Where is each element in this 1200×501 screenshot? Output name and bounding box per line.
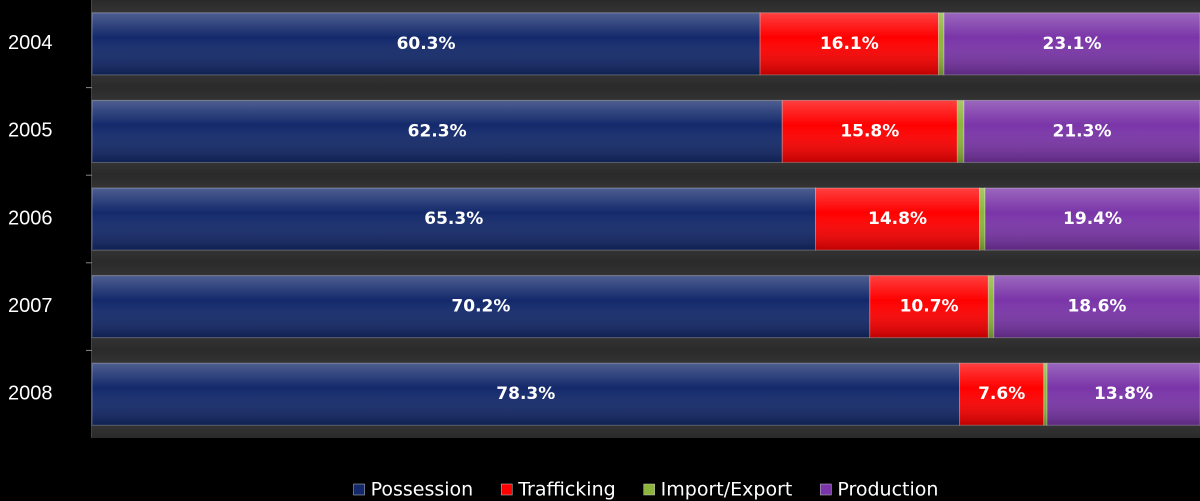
bar-shine — [92, 100, 783, 163]
data-label: 62.3% — [408, 121, 467, 141]
bar-shine — [993, 275, 1200, 338]
data-label: 16.1% — [820, 34, 879, 54]
data-label: 70.2% — [451, 297, 510, 317]
y-tick-label: 2004 — [8, 32, 53, 54]
bar-shine — [815, 188, 980, 250]
bar-shine — [985, 188, 1200, 250]
y-tick-label: 2008 — [8, 382, 53, 404]
data-label: 13.8% — [1094, 384, 1153, 404]
data-label: 78.3% — [496, 384, 555, 404]
bar-shine — [92, 188, 816, 250]
legend-label: Trafficking — [517, 479, 615, 501]
bar-shine — [1043, 363, 1048, 426]
bar-shine — [959, 363, 1044, 426]
legend-marker — [500, 483, 513, 496]
bar-shine — [869, 275, 989, 338]
data-label: 7.6% — [978, 384, 1025, 404]
bar-shine — [92, 363, 960, 426]
legend-label: Possession — [371, 479, 474, 501]
legend-marker — [820, 483, 832, 496]
data-label: 19.4% — [1063, 209, 1122, 229]
data-label: 65.3% — [424, 209, 483, 229]
y-tick-label: 2005 — [8, 120, 53, 142]
y-tick-label: 2006 — [8, 207, 53, 229]
bar-shine — [92, 12, 761, 75]
legend-label: Import/Export — [661, 479, 793, 501]
data-label: 14.8% — [868, 209, 927, 229]
bar-shine — [92, 275, 870, 338]
legend-label: Production — [837, 479, 938, 501]
bar-shine — [938, 12, 945, 75]
bar-shine — [944, 12, 1200, 75]
bar-shine — [979, 188, 986, 250]
data-label: 10.7% — [900, 297, 959, 317]
data-label: 18.6% — [1067, 297, 1126, 317]
bar-shine — [988, 275, 994, 338]
bar-shine — [1047, 363, 1200, 426]
y-tick-label: 2007 — [8, 295, 53, 317]
legend-marker — [643, 483, 655, 496]
data-label: 15.8% — [840, 121, 899, 141]
data-label: 60.3% — [397, 34, 456, 54]
bar-shine — [760, 12, 939, 75]
legend-marker — [353, 483, 365, 496]
bar-shine — [782, 100, 958, 163]
bar-shine — [963, 100, 1200, 163]
bar-shine — [957, 100, 964, 163]
data-label: 21.3% — [1053, 121, 1112, 141]
data-label: 23.1% — [1043, 34, 1102, 54]
